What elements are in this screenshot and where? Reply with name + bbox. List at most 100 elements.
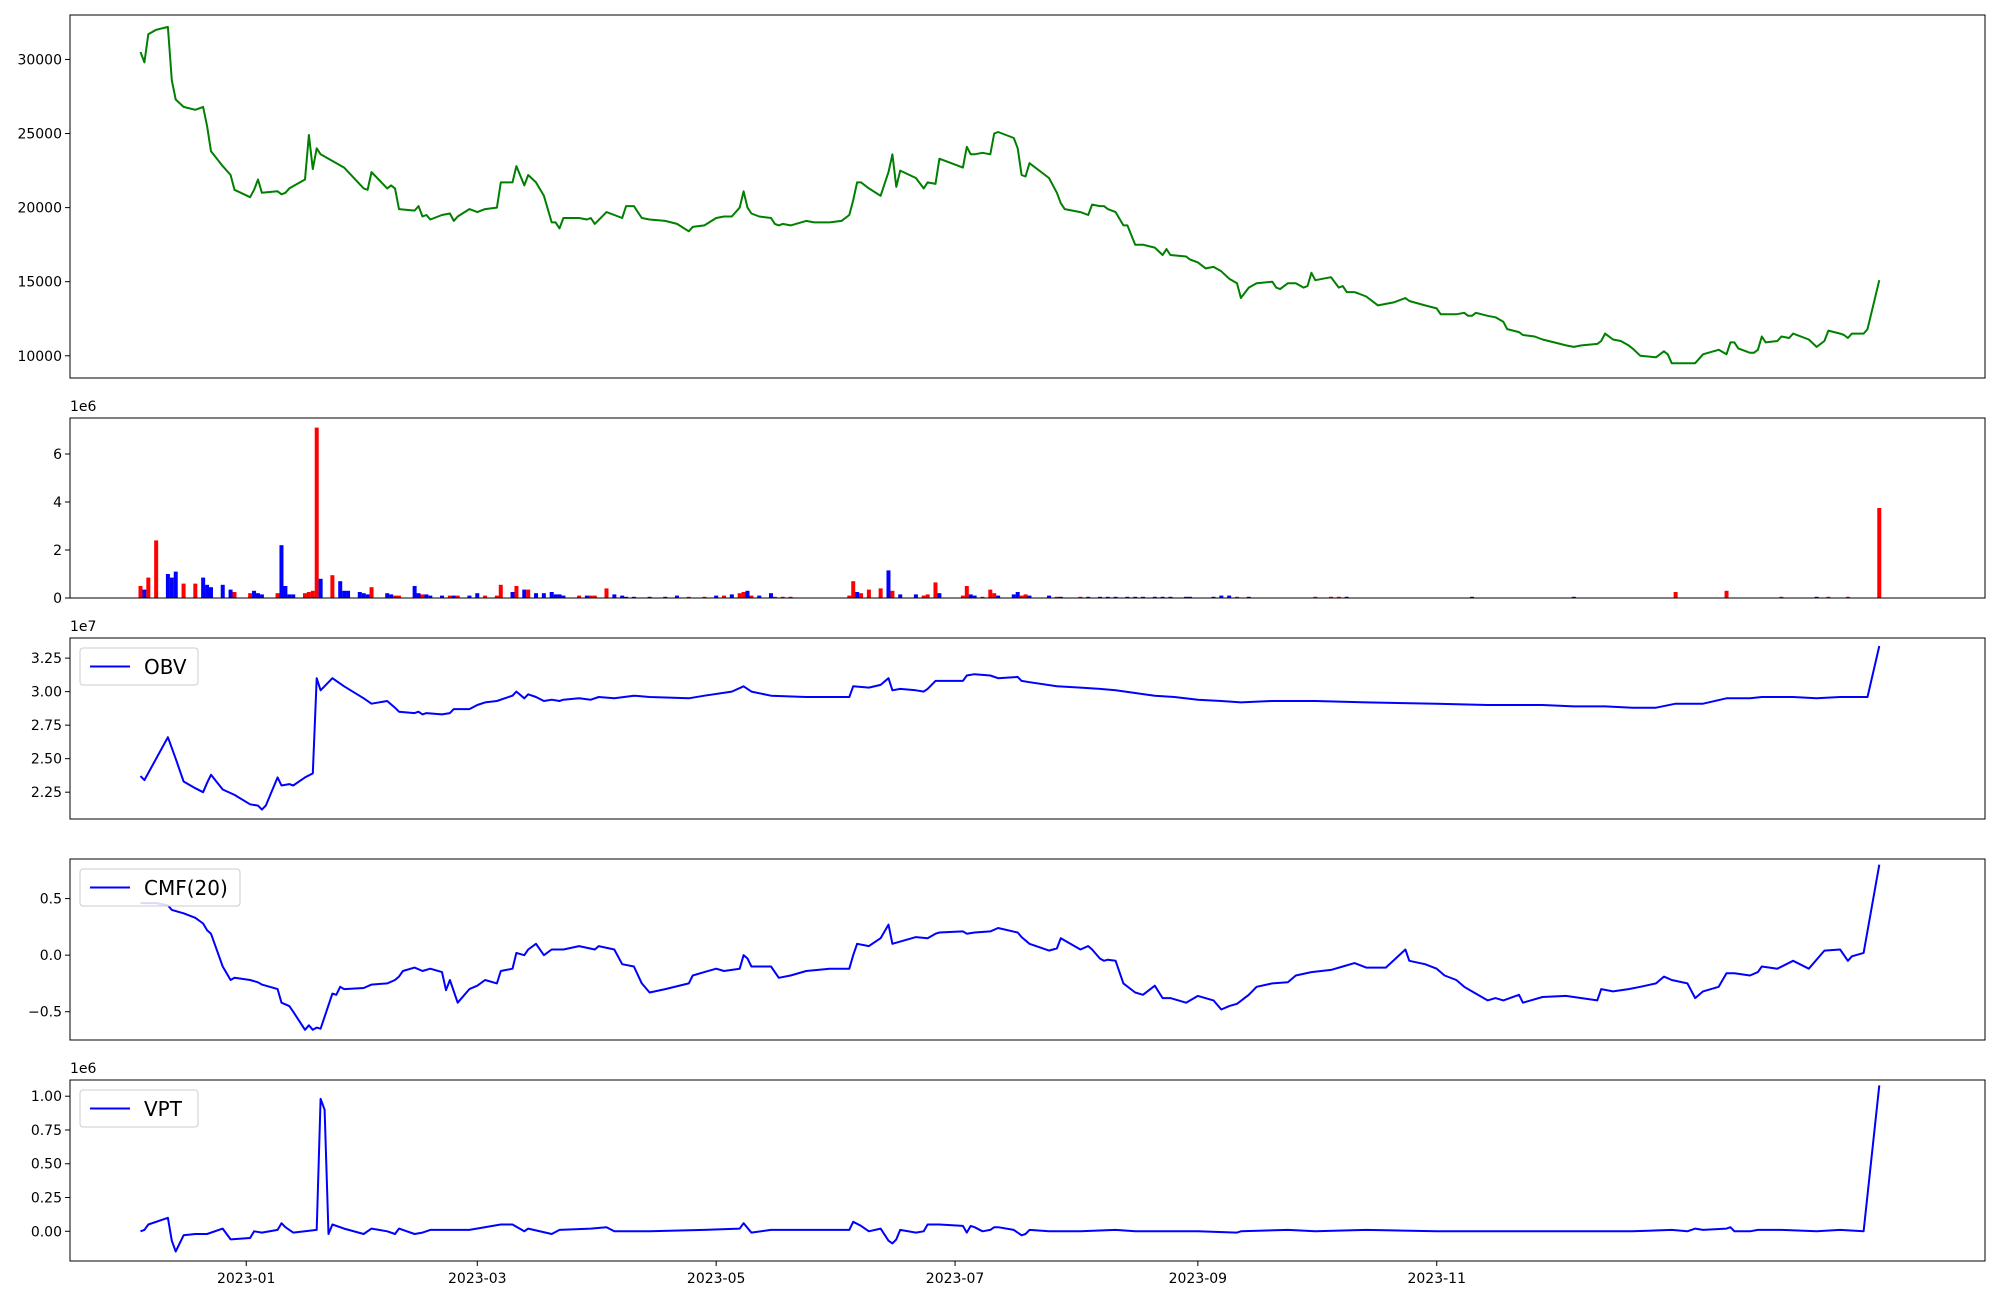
vpt-panel: 1.00 0.75 0.50 0.25 0.00 1e6 VPT [31, 1061, 1986, 1262]
volume-bar [620, 595, 625, 598]
volume-bar [169, 577, 174, 598]
volume-bar [1313, 596, 1318, 598]
volume-bar [588, 595, 593, 598]
volume-bar [1105, 596, 1110, 598]
volume-bar [310, 590, 315, 598]
x-tick-label: 2023-03 [448, 1271, 507, 1287]
volume-bar [228, 589, 233, 598]
volume-bar [361, 593, 366, 598]
volume-bar [1054, 596, 1059, 598]
volume-bar [741, 592, 746, 598]
volume-bar [686, 596, 691, 598]
y-tick-label: 0.50 [31, 1157, 62, 1173]
volume-bar [1344, 596, 1349, 598]
y-tick-label: 0.5 [40, 892, 62, 908]
volume-bar [937, 593, 942, 598]
volume-bar [1133, 596, 1138, 598]
volume-bar [451, 595, 456, 598]
volume-bar [772, 596, 777, 598]
y-tick-label: 0.0 [40, 948, 62, 964]
volume-bar [1113, 596, 1118, 598]
volume-bar [729, 594, 734, 598]
volume-bar [1011, 594, 1016, 598]
volume-bar [737, 593, 742, 598]
y-tick-label: 3.25 [31, 651, 62, 667]
volume-bar [1469, 596, 1474, 598]
volume-bar [624, 596, 629, 598]
volume-bar [138, 586, 143, 598]
axes-frame [69, 1079, 1986, 1262]
legend-label: OBV [144, 655, 187, 679]
y-tick-label: 0 [53, 591, 62, 607]
obv-line [139, 645, 1881, 811]
volume-bar [549, 592, 554, 598]
volume-bar [248, 593, 253, 598]
volume-bar [584, 595, 589, 598]
volume-bar [1571, 596, 1576, 598]
volume-bar [483, 595, 488, 598]
volume-bar [342, 590, 347, 598]
volume-bar [142, 589, 147, 598]
volume-bar [1152, 596, 1157, 598]
volume-bar [201, 577, 206, 598]
volume-bar [878, 588, 883, 598]
volume-bar [440, 595, 445, 598]
volume-bar [1047, 595, 1052, 598]
x-tick-label: 2023-05 [687, 1271, 746, 1287]
scale-label: 1e6 [70, 1061, 97, 1077]
volume-bar [721, 595, 726, 598]
y-tick-label: 3.00 [31, 685, 62, 701]
volume-bar [1019, 595, 1024, 598]
x-tick-label: 2023-11 [1407, 1271, 1466, 1287]
volume-bar [283, 586, 288, 598]
volume-bar [1023, 594, 1028, 598]
volume-bar [988, 589, 993, 598]
y-tick-label: −0.5 [28, 1005, 62, 1021]
volume-bar [898, 594, 903, 598]
cmf-line [140, 864, 1881, 1031]
volume-bar [592, 595, 597, 598]
volume-bar [1877, 508, 1882, 598]
volume-bar [205, 584, 210, 598]
volume-bar [302, 593, 307, 598]
volume-bar [1724, 590, 1729, 598]
volume-bar [338, 581, 343, 598]
volume-bar [208, 587, 213, 598]
price-line [139, 25, 1881, 365]
legend-box [79, 868, 241, 907]
volume-bar [291, 594, 296, 598]
volume-bar [1211, 596, 1216, 598]
x-tick-label: 2023-07 [926, 1271, 985, 1287]
volume-bar [612, 594, 617, 598]
volume-bar [1160, 596, 1165, 598]
scale-label: 1e7 [70, 619, 96, 635]
volume-bar [702, 596, 707, 598]
volume-bar [1086, 596, 1091, 598]
legend: CMF(20) [79, 868, 241, 907]
volume-bar [306, 592, 311, 598]
volume-bar [859, 593, 864, 598]
volume-bar [855, 592, 860, 598]
volume-bar [1015, 592, 1020, 598]
volume-bar [396, 595, 401, 598]
vpt-line [140, 1085, 1881, 1253]
volume-bar [416, 593, 421, 598]
y-tick-label: 20000 [17, 201, 62, 217]
volume-bar [287, 594, 292, 598]
volume-bar [389, 594, 394, 598]
y-tick-label: 0.75 [31, 1123, 62, 1139]
volume-bar [557, 594, 562, 598]
volume-bar [780, 596, 785, 598]
volume-bar [220, 584, 225, 598]
volume-bar [1219, 595, 1224, 598]
volume-bar [275, 593, 280, 598]
volume-bar [647, 596, 652, 598]
volume-bar [553, 594, 558, 598]
volume-panel: 0 2 4 6 1e6 [53, 399, 1986, 607]
volume-bar [714, 595, 719, 598]
axes-frame [69, 637, 1986, 820]
volume-bar [514, 586, 519, 598]
volume-bar [385, 593, 390, 598]
volume-bar [510, 592, 515, 598]
y-tick-label: 30000 [17, 52, 62, 68]
